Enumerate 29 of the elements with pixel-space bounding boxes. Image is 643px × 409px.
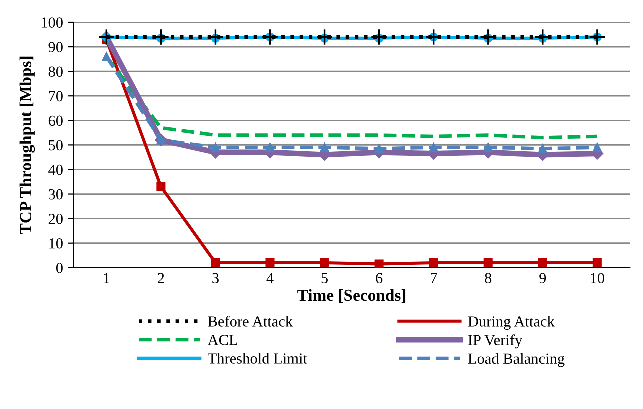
y-tick-label: 100	[42, 18, 63, 28]
x-tick-label: 3	[212, 273, 219, 284]
y-tick-label: 60	[48, 116, 63, 126]
y-tick-label: 70	[49, 91, 63, 102]
x-tick-label: 6	[376, 273, 383, 284]
x-tick-label: 4	[266, 273, 274, 284]
y-tick-label: 90	[48, 42, 63, 52]
x-tick-label: 2	[158, 273, 164, 284]
x-axis-title: Time [Seconds]	[298, 289, 406, 304]
y-tick-label: 40	[48, 164, 63, 176]
x-tick-label: 5	[322, 273, 328, 284]
legend-label: During Attack	[468, 316, 555, 330]
y-tick-label: 30	[48, 189, 63, 200]
legend-label: Threshold Limit	[208, 353, 308, 364]
legend-label: Before Attack	[208, 316, 294, 327]
y-tick-label: 0	[56, 263, 63, 274]
x-tick-label: 7	[431, 273, 438, 284]
x-tick-label: 10	[591, 273, 604, 284]
y-tick-label: 20	[48, 214, 63, 224]
x-tick-label: 8	[485, 273, 492, 284]
x-tick-label: 1	[104, 273, 110, 284]
x-tick-label: 9	[540, 273, 546, 284]
y-tick-label: 10	[50, 238, 63, 249]
legend-label: Load Balancing	[468, 353, 565, 368]
legend-label: ACL	[208, 335, 238, 346]
y-axis-title: TCP Throughput [Mbps]	[20, 56, 36, 234]
y-tick-label: 80	[48, 66, 63, 78]
legend-label: IP Verify	[468, 334, 523, 349]
y-tick-label: 50	[49, 140, 63, 151]
